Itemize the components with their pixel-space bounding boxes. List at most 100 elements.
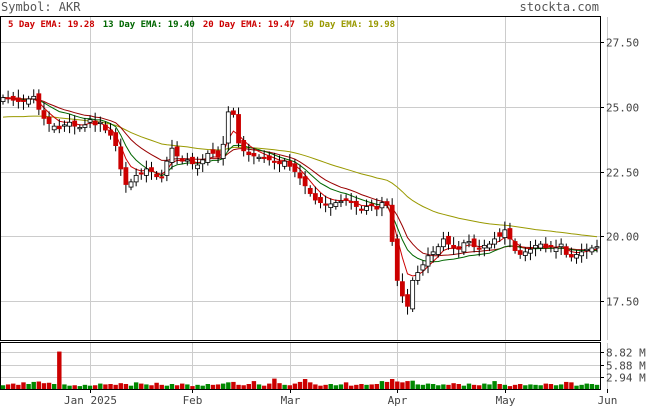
volume-tick-label: 8.82 M — [606, 347, 646, 360]
candle — [440, 231, 446, 252]
candle — [405, 288, 410, 315]
candle — [568, 247, 574, 262]
candle-body — [558, 243, 564, 248]
candle — [589, 244, 595, 255]
candle-body — [138, 172, 144, 175]
volume-bar — [215, 384, 221, 389]
candle — [430, 246, 436, 263]
volume-bar — [287, 385, 292, 389]
candle — [328, 198, 334, 216]
site-name[interactable]: stockta.com — [520, 0, 599, 14]
candle — [400, 273, 405, 303]
volume-bar — [374, 384, 380, 389]
candle — [77, 124, 83, 132]
candle — [343, 194, 349, 206]
candle-body — [328, 203, 334, 208]
candle — [87, 115, 93, 128]
month-label: Jan 2025 — [64, 394, 117, 406]
candle-body — [389, 204, 395, 242]
candle-body — [256, 156, 262, 159]
volume-bar — [579, 384, 584, 389]
volume-bar — [0, 385, 6, 389]
candle-body — [400, 281, 405, 297]
volume-bar — [103, 384, 108, 389]
candle-body — [543, 243, 549, 249]
candle-body — [420, 264, 426, 271]
candle — [21, 94, 26, 110]
candle-body — [338, 200, 344, 204]
candle — [97, 116, 103, 132]
candle — [364, 199, 369, 215]
candle — [384, 198, 390, 209]
volume-bar — [333, 385, 339, 389]
candle-body — [271, 160, 277, 163]
volume-bar — [159, 384, 164, 389]
volume-bar — [149, 385, 154, 389]
candle-body — [553, 247, 559, 253]
candle — [241, 136, 247, 157]
candle — [558, 238, 564, 255]
volume-bar — [261, 385, 267, 389]
volume-bar — [512, 384, 518, 389]
candle — [190, 152, 195, 170]
volume-bar — [67, 385, 72, 389]
candle-body — [241, 140, 247, 152]
candle-body — [200, 159, 206, 165]
candle-body — [584, 248, 590, 251]
candle-body — [287, 160, 293, 167]
candle — [379, 196, 385, 217]
candle-body — [359, 208, 364, 211]
volume-bar — [21, 382, 26, 389]
candle — [410, 277, 416, 313]
candle-body — [517, 250, 523, 255]
volume-bar — [553, 385, 559, 389]
candle — [174, 141, 180, 165]
volume-bar — [446, 384, 451, 389]
candle-body — [318, 197, 323, 204]
volume-bar — [82, 384, 88, 389]
volume-bar — [410, 380, 415, 389]
candle-body — [492, 238, 497, 245]
candle — [225, 106, 231, 152]
volume-bar — [220, 383, 226, 389]
candle-body — [369, 203, 375, 206]
volume-bar — [77, 386, 83, 389]
volume-bar — [144, 384, 149, 389]
volume-bar — [558, 384, 564, 389]
candle-body — [236, 114, 241, 144]
candle — [256, 154, 262, 162]
volume-bar — [379, 381, 385, 389]
candle-body — [169, 147, 175, 163]
candlesticks — [0, 89, 600, 315]
axes: Jan 2025 Feb Mar Apr May Jun 27.50 25.00 22.50 20… — [64, 37, 646, 408]
candle — [282, 158, 288, 170]
candle — [220, 136, 226, 166]
legend-item: 20 Day EMA: 19.47 — [203, 20, 295, 30]
candle — [538, 240, 544, 252]
volume-bar — [180, 383, 185, 389]
candle-body — [251, 152, 257, 157]
candle — [461, 239, 467, 255]
candle-body — [425, 255, 431, 267]
candle — [36, 89, 42, 116]
volume-bar — [338, 384, 344, 389]
month-label: Jun — [598, 394, 618, 406]
volume-bar — [251, 381, 257, 389]
candle-body — [533, 244, 538, 249]
candle-body — [451, 244, 457, 249]
volume-bar — [190, 386, 195, 389]
candle — [164, 156, 170, 182]
volume-bar — [548, 384, 554, 389]
volume-bar — [456, 384, 461, 389]
candle — [200, 154, 206, 173]
candle-body — [149, 167, 154, 172]
volume-bar — [349, 385, 354, 389]
volume-bar — [487, 384, 492, 389]
candle-body — [343, 198, 349, 201]
candle — [522, 247, 528, 262]
candle-body — [374, 206, 380, 210]
candle — [389, 198, 395, 246]
volume-bar — [538, 385, 543, 389]
candle-body — [512, 241, 518, 251]
volume-bar — [195, 384, 200, 389]
